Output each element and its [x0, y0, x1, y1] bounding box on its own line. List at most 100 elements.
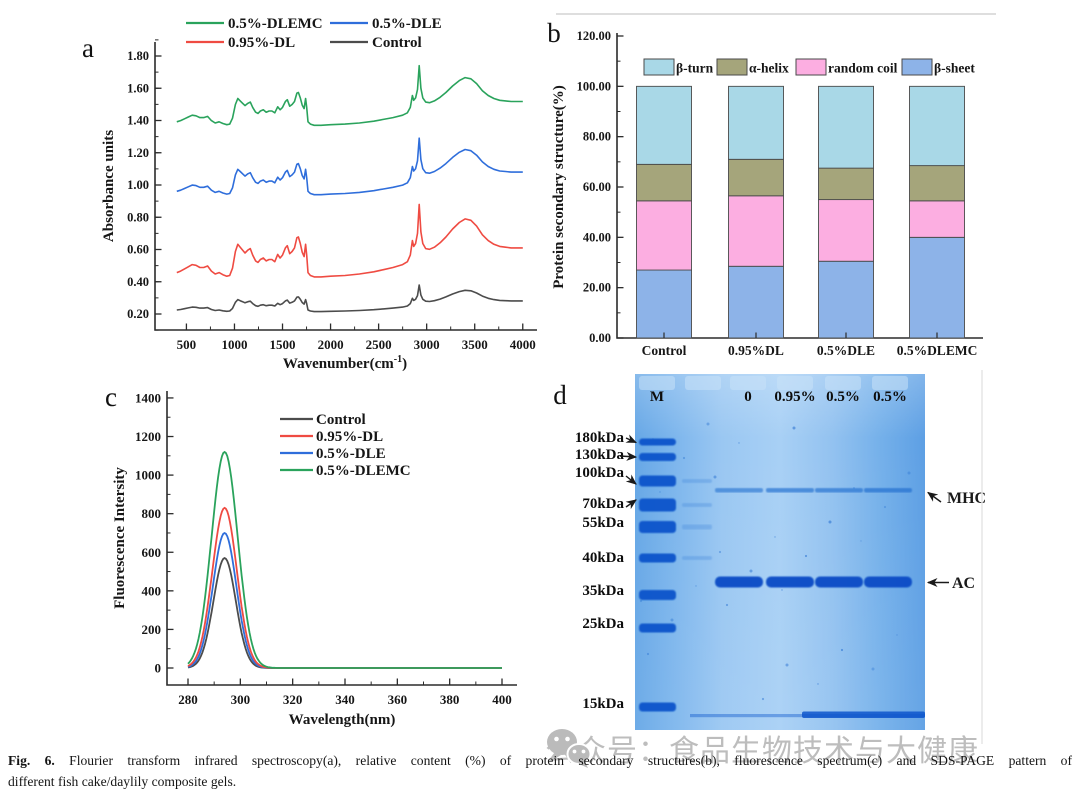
lane-label: M [650, 389, 664, 405]
x-tick-label: 1000 [221, 337, 247, 352]
bar-segment-β-sheet [636, 269, 692, 339]
molecular-weight-label: 180kDa [575, 430, 625, 446]
gel-faint-band [682, 524, 712, 530]
tspan: ) [402, 356, 407, 372]
legend-label: β-sheet [934, 61, 975, 76]
gel-speckle [713, 475, 717, 479]
series-line-0.95%-DL [176, 203, 523, 278]
gel-speckle [749, 569, 753, 573]
caption-text: Flourier transform infrared spectroscopy… [54, 753, 1072, 768]
gel-speckle [907, 471, 911, 475]
gel-speckle [646, 652, 650, 656]
y-axis-title: Protein secondary structure(%) [551, 85, 567, 289]
gel-well [825, 376, 861, 390]
marker-arrow [625, 499, 637, 510]
bar-segment-β-sheet [909, 236, 965, 339]
gel-marker-band [639, 521, 676, 533]
y-tick-label: 0.60 [127, 243, 149, 257]
y-tick-label: 120.00 [577, 29, 611, 43]
y-tick-label: 1.20 [127, 146, 149, 160]
panel-a-ftir-chart: 0.20 0.40 0.60 0.80 1.00 1.20 1.40 1.60 1.80 500 1… [82, 16, 537, 372]
y-tick-label: 1.80 [127, 49, 149, 63]
bar-segment-random coil [728, 195, 784, 267]
legend-label: 0.5%-DLEMC [316, 463, 411, 479]
y-tick-label: 0.40 [127, 275, 149, 289]
caption-line-2: different fish cake/daylily composite ge… [8, 774, 237, 789]
x-axis-title: Wavelength(nm) [289, 712, 396, 728]
bar-segment-β-sheet [728, 265, 784, 339]
y-tick-label: 400 [142, 583, 162, 598]
series-line-0.5%-DLEMC [187, 450, 502, 669]
mhc-annotation: MHC [947, 490, 986, 507]
mhc-arrow [927, 491, 942, 503]
bar-segment-random coil [909, 200, 965, 238]
x-tick-label: 4000 [510, 337, 536, 352]
series-line-0.5%-DLEMC [176, 64, 523, 127]
marker-arrow [625, 434, 638, 444]
y-tick-label: 0.00 [589, 331, 611, 345]
legend-label: 0.5%-DLE [316, 446, 386, 462]
legend-label: 0.95%-DL [228, 35, 295, 51]
legend-label: Control [316, 412, 366, 428]
x-tick-label: 340 [335, 692, 355, 707]
gel-dye-front [802, 711, 925, 718]
bar-segment-β-turn [909, 85, 965, 167]
gel-speckle [670, 618, 674, 622]
gel-well [639, 376, 675, 390]
x-tick-label: 320 [283, 692, 303, 707]
panel-letter-c: c [105, 382, 117, 412]
bar-segment-β-sheet [818, 260, 874, 339]
series-line-Control [176, 284, 523, 313]
lane-label: 0.95% [774, 389, 815, 405]
legend-label: Control [372, 35, 422, 51]
panel-letter-d: d [553, 380, 567, 410]
legend-label: random coil [828, 61, 898, 76]
bar-segment-β-turn [728, 85, 784, 160]
gel-speckle [682, 456, 686, 460]
y-tick-label: 0.80 [127, 210, 149, 224]
x-tick-label: 280 [178, 692, 198, 707]
legend-label: 0.95%-DL [316, 429, 383, 445]
tspan: -1 [394, 354, 402, 365]
y-tick-label: 1.60 [127, 81, 149, 95]
molecular-weight-label: 15kDa [582, 696, 624, 712]
molecular-weight-label: 40kDa [582, 550, 624, 566]
legend-swatch [901, 58, 933, 76]
axes [154, 42, 537, 331]
gel-speckle [639, 599, 643, 603]
y-tick-label: 1000 [135, 468, 161, 483]
y-tick-label: 1400 [135, 390, 161, 405]
category-label: 0.5%DLE [817, 343, 875, 358]
y-tick-label: 80.00 [583, 130, 611, 144]
y-tick-label: 800 [142, 506, 162, 521]
axes [166, 391, 517, 686]
gel-marker-band [639, 702, 676, 712]
gel-shine [635, 374, 925, 730]
panel-b-secondary-structure-chart: 0.00 20.00 40.00 60.00 80.00 100.00 120.00 Cont… [547, 18, 983, 358]
gel-marker-band [639, 623, 676, 633]
gel-ac-band [815, 576, 863, 588]
legend-swatch [716, 58, 748, 76]
x-tick-label: 380 [440, 692, 460, 707]
gel-speckle [792, 426, 796, 430]
gel-speckle [828, 520, 832, 524]
y-tick-label: 1.00 [127, 178, 149, 192]
lane-label: 0.5% [826, 389, 860, 405]
gel-speckle [871, 667, 875, 671]
gel-speckle [718, 550, 722, 554]
bar-segment-α-helix [818, 167, 874, 201]
series-line-0.95%-DL [187, 506, 502, 669]
gel-faint-band [682, 556, 712, 560]
gel-marker-band [639, 590, 676, 600]
gel-faint-band [682, 479, 712, 483]
gel-marker-band [639, 553, 676, 563]
gel-speckle [804, 554, 808, 558]
gel-well [777, 376, 813, 390]
category-label: Control [642, 343, 687, 358]
x-tick-label: 500 [177, 337, 197, 352]
molecular-weight-label: 70kDa [582, 496, 624, 512]
gel-well [730, 376, 766, 390]
gel-speckle [761, 697, 765, 701]
legend-label: β-turn [676, 61, 714, 76]
